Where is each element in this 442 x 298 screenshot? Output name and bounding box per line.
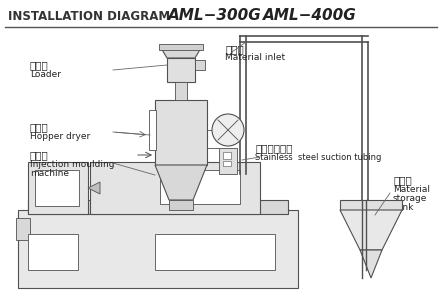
Text: storage: storage (393, 194, 427, 203)
Polygon shape (155, 165, 207, 200)
Bar (169, 200, 193, 210)
Bar (159, 44, 203, 50)
Bar (28, 200, 288, 214)
Bar (16, 218, 30, 240)
Text: AML−300G: AML−300G (168, 8, 262, 23)
Polygon shape (340, 210, 402, 250)
Text: Loader: Loader (30, 70, 61, 79)
Bar (175, 82, 187, 100)
Polygon shape (360, 250, 382, 278)
Bar (28, 162, 88, 214)
Text: INSTALLATION DIAGRAM: INSTALLATION DIAGRAM (8, 10, 170, 23)
Bar (35, 170, 79, 206)
Text: Hopper dryer: Hopper dryer (30, 132, 90, 141)
Text: 儲料桶: 儲料桶 (393, 175, 412, 185)
Text: 吸料機: 吸料機 (30, 60, 49, 70)
Text: machine: machine (30, 169, 69, 178)
Polygon shape (88, 182, 100, 194)
Bar (167, 58, 195, 82)
Bar (155, 100, 207, 165)
Bar (223, 152, 231, 159)
Text: 帹燥機: 帹燥機 (30, 122, 49, 132)
Bar (18, 210, 298, 288)
Bar (28, 234, 78, 270)
Text: Material: Material (393, 185, 430, 194)
Bar (90, 162, 260, 214)
Text: 注塑機: 注塑機 (30, 150, 49, 160)
Text: Material inlet: Material inlet (225, 53, 285, 62)
Text: Injection moulding: Injection moulding (30, 160, 114, 169)
Bar (219, 148, 237, 174)
Bar (195, 60, 205, 70)
Text: 吸料口: 吸料口 (225, 44, 244, 54)
Bar (340, 200, 402, 210)
Bar (149, 110, 156, 150)
Text: AML−400G: AML−400G (263, 8, 357, 23)
Text: Stainless  steel suction tubing: Stainless steel suction tubing (255, 153, 381, 162)
Circle shape (212, 114, 244, 146)
Text: Tank: Tank (393, 203, 413, 212)
Bar (160, 170, 240, 204)
Text: 不锈鑄吸料管: 不锈鑄吸料管 (255, 143, 293, 153)
Polygon shape (161, 48, 201, 58)
Bar (223, 161, 231, 166)
Bar (155, 234, 275, 270)
